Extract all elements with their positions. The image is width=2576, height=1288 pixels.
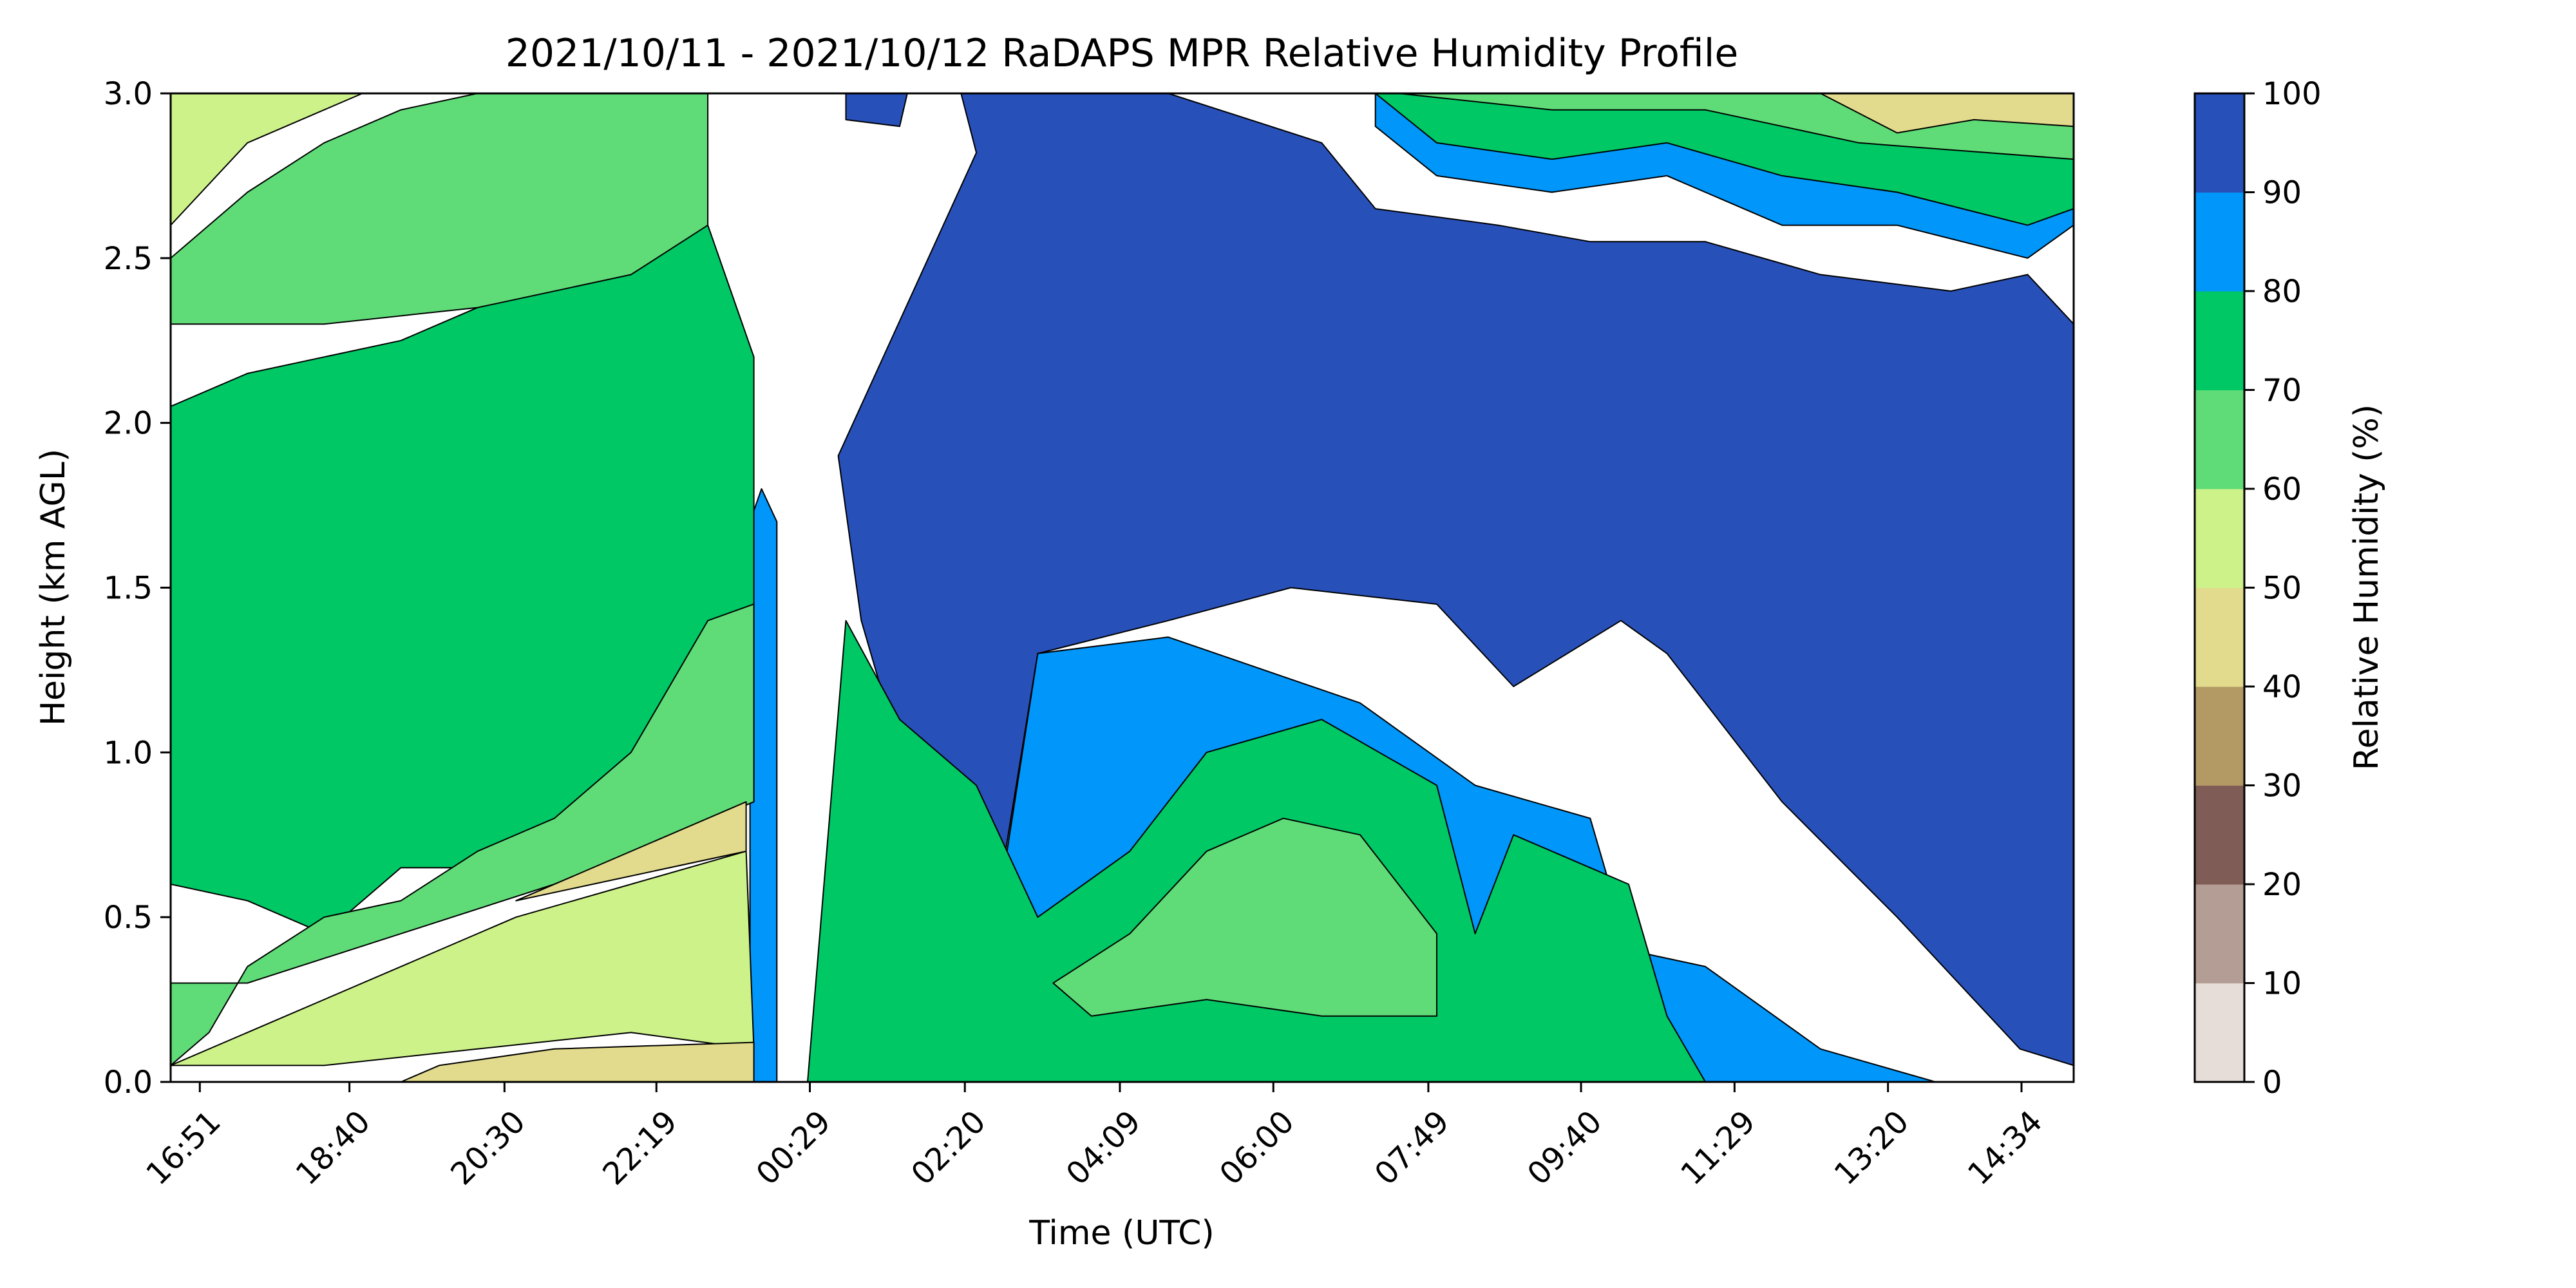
colorbar-bin-0-10 (2195, 983, 2244, 1083)
y-tick-label: 1.5 (104, 571, 153, 607)
colorbar-tick-label: 0 (2262, 1065, 2282, 1101)
y-axis-label: Height (km AGL) (34, 449, 73, 726)
rh-region-60-70-9 (171, 603, 755, 1066)
colorbar-tick-label: 70 (2262, 373, 2302, 409)
colorbar: 0 10 20 30 40 50 60 70 80 90 100 (2193, 76, 2322, 1101)
colorbar-bin-70-80 (2195, 291, 2244, 390)
colorbar-bin-60-70 (2195, 390, 2244, 489)
rh-region-90-100-1 (845, 93, 908, 128)
colorbar-tick-label: 30 (2262, 768, 2302, 804)
rh-region-60-70-10 (1052, 817, 1437, 1017)
y-axis: 0.0 0.5 1.0 1.5 2.0 2.5 3.0 (104, 76, 171, 1101)
rh-region-60-70-8 (171, 93, 709, 325)
rh-region-40-50-14 (400, 1041, 755, 1082)
colorbar-bin-10-20 (2195, 884, 2244, 983)
rh-region-90-100-0 (837, 93, 2074, 1066)
rh-region-40-50-16 (515, 801, 747, 902)
colorbar-bin-80-90 (2195, 192, 2244, 292)
y-tick-label: 0.0 (104, 1065, 153, 1101)
colorbar-label: Relative Humidity (%) (2347, 404, 2386, 771)
colorbar-tick-label: 80 (2262, 274, 2302, 310)
colorbar-bin-30-40 (2195, 687, 2244, 786)
humidity-contour-layer (171, 93, 2074, 1082)
rh-region-40-50-15 (1819, 93, 2074, 134)
colorbar-bin-50-60 (2195, 489, 2244, 588)
rh-region-70-80-5 (171, 224, 755, 934)
colorbar-tick-label: 10 (2262, 966, 2302, 1002)
y-tick-label: 3.0 (104, 76, 153, 112)
colorbar-bin-90-100 (2195, 93, 2244, 193)
y-tick-label: 2.5 (104, 241, 153, 277)
y-tick-label: 1.0 (104, 735, 153, 771)
colorbar-bin-20-30 (2195, 785, 2244, 885)
colorbar-tick-label: 90 (2262, 175, 2302, 211)
colorbar-tick-label: 40 (2262, 669, 2302, 705)
colorbar-bin-40-50 (2195, 587, 2244, 687)
colorbar-tick-label: 60 (2262, 471, 2302, 507)
colorbar-tick-label: 20 (2262, 867, 2302, 903)
y-tick-label: 2.0 (104, 406, 153, 442)
plot-area (169, 92, 2075, 1083)
colorbar-tick-label: 100 (2262, 76, 2322, 112)
rh-region-50-60-12 (171, 93, 363, 226)
chart-title: 2021/10/11 - 2021/10/12 RaDAPS MPR Relat… (506, 31, 1739, 76)
x-axis-label: Time (UTC) (1028, 1214, 1214, 1253)
colorbar-tick-label: 50 (2262, 571, 2302, 607)
y-tick-label: 0.5 (104, 900, 153, 936)
